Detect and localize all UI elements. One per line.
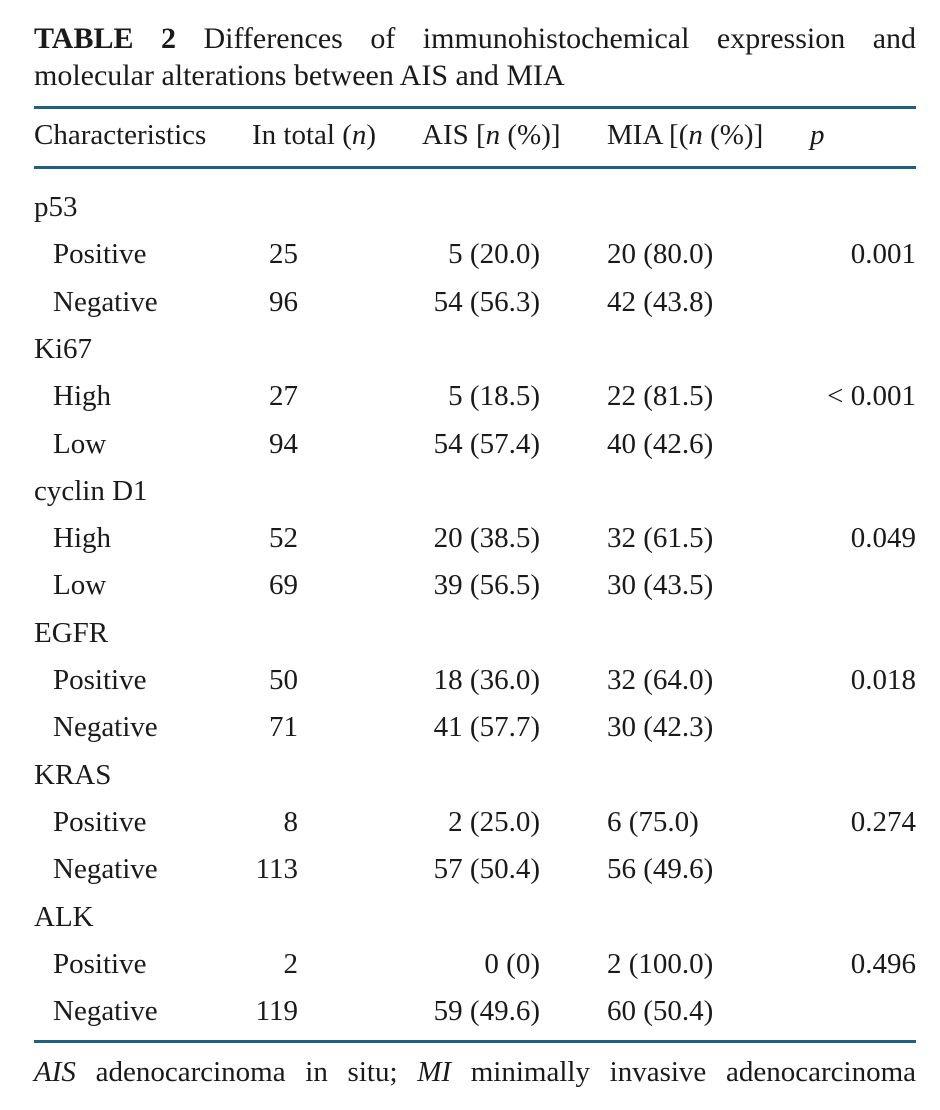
cell-mia: 22 (81.5) (607, 380, 714, 412)
row-label: Low (53, 428, 107, 460)
header-ais-n: n (485, 119, 501, 151)
cell-ais: 54 (57.4) (433, 428, 540, 460)
cell-p-value: 0.496 (850, 948, 916, 980)
row-label: Negative (53, 286, 158, 318)
cell-mia: 32 (61.5) (607, 522, 714, 554)
header-total-n: n (351, 119, 367, 151)
header-ais-pre: AIS [ (422, 119, 486, 151)
row-label: Negative (53, 853, 158, 885)
header-mia-post: (%)] (702, 119, 764, 151)
header-characteristics-text: Characteristics (34, 119, 207, 151)
group-heading: Ki67 (34, 333, 92, 365)
header-mia-n: n (688, 119, 703, 151)
cell-mia: 42 (43.8) (607, 286, 714, 318)
cell-total: 2 (283, 948, 299, 980)
cell-ais: 39 (56.5) (433, 569, 540, 601)
header-mia-pre: MIA [( (607, 119, 689, 151)
header-ais-post: (%)] (500, 119, 561, 151)
row-label: High (53, 380, 111, 412)
cell-mia: 20 (80.0) (607, 238, 714, 270)
header-total-post: ) (366, 119, 377, 151)
cell-p-value: 0.274 (850, 806, 916, 838)
cell-total: 113 (255, 853, 298, 885)
group-heading: KRAS (34, 759, 112, 791)
cell-mia: 56 (49.6) (607, 853, 714, 885)
cell-mia: 60 (50.4) (607, 995, 714, 1027)
cell-p-value: 0.001 (850, 238, 916, 270)
header-characteristics: Characteristics (34, 118, 206, 152)
header-p: p (810, 118, 825, 152)
group-heading: p53 (34, 191, 78, 223)
cell-total: 52 (269, 522, 298, 554)
cell-ais: 5 (18.5) (448, 380, 540, 412)
cell-total: 27 (269, 380, 298, 412)
cell-mia: 2 (100.0) (607, 948, 714, 980)
bottom-rule (34, 1040, 916, 1043)
row-label: High (53, 522, 111, 554)
cell-mia: 30 (42.3) (607, 711, 714, 743)
cell-total: 25 (269, 238, 298, 270)
header-rule (34, 166, 916, 169)
cell-mia: 30 (43.5) (607, 569, 714, 601)
cell-ais: 18 (36.0) (433, 664, 540, 696)
group-heading: ALK (34, 901, 94, 933)
cell-ais: 41 (57.7) (433, 711, 540, 743)
cell-mia: 40 (42.6) (607, 428, 714, 460)
cell-p-value: 0.018 (850, 664, 916, 696)
row-label: Positive (53, 948, 147, 980)
header-p-text: p (810, 119, 825, 151)
footnote-abbr-ais: AIS (34, 1056, 76, 1088)
cell-total: 8 (283, 806, 299, 838)
cell-ais: 59 (49.6) (433, 995, 540, 1027)
footnote-def-mi: minimally invasive adenocarcinoma (470, 1056, 916, 1088)
row-label: Low (53, 569, 107, 601)
group-heading: cyclin D1 (34, 475, 148, 507)
cell-ais: 0 (0) (484, 948, 540, 980)
cell-ais: 54 (56.3) (433, 286, 540, 318)
row-label: Negative (53, 711, 158, 743)
cell-ais: 5 (20.0) (448, 238, 540, 270)
cell-ais: 57 (50.4) (433, 853, 540, 885)
row-label: Negative (53, 995, 158, 1027)
cell-total: 119 (255, 995, 298, 1027)
cell-total: 94 (269, 428, 298, 460)
cell-total: 50 (269, 664, 298, 696)
header-total: In total (n) (252, 118, 376, 152)
cell-ais: 20 (38.5) (433, 522, 540, 554)
footnote-abbr-mi: MI (417, 1056, 452, 1088)
cell-total: 96 (269, 286, 298, 318)
top-rule (34, 106, 916, 109)
cell-total: 69 (269, 569, 298, 601)
row-label: Positive (53, 238, 147, 270)
header-total-pre: In total ( (252, 119, 352, 151)
cell-total: 71 (269, 711, 298, 743)
row-label: Positive (53, 664, 147, 696)
row-label: Positive (53, 806, 147, 838)
cell-ais: 2 (25.0) (448, 806, 540, 838)
table-title: Differences of immunohistochemical expre… (34, 22, 917, 92)
cell-mia: 6 (75.0) (607, 806, 699, 838)
table-footnote: AIS adenocarcinoma in situ; MI minimally… (34, 1055, 916, 1089)
group-heading: EGFR (34, 617, 109, 649)
table-label: TABLE 2 (34, 22, 176, 55)
header-mia: MIA [(n (%)] (607, 118, 763, 152)
footnote-def-ais: adenocarcinoma in situ; (95, 1056, 398, 1088)
header-ais: AIS [n (%)] (422, 118, 561, 152)
cell-p-value: < 0.001 (827, 380, 916, 412)
cell-p-value: 0.049 (850, 522, 916, 554)
table-caption: TABLE 2 Differences of immunohistochemic… (34, 20, 916, 94)
cell-mia: 32 (64.0) (607, 664, 714, 696)
